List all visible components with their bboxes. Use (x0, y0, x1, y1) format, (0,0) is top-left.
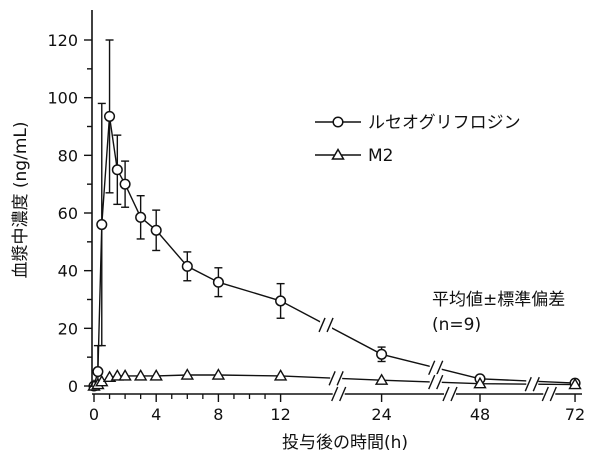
y-tick-label: 120 (47, 31, 78, 50)
data-markers (87, 110, 582, 392)
legend-item-m2: M2 (315, 146, 393, 166)
legend-item-luseogliflozin: ルセオグリフロジン (315, 113, 521, 133)
data-point-luseogliflozin (135, 211, 147, 223)
legend-label-m2: M2 (368, 146, 393, 166)
data-point-m2 (149, 369, 163, 381)
data-point-luseogliflozin (275, 295, 287, 307)
data-point-m2 (211, 368, 226, 380)
data-point-luseogliflozin (111, 164, 123, 176)
x-axis-break-slash-b (549, 386, 557, 402)
data-point-m2 (180, 368, 195, 380)
line-break-m2-slash-b (532, 376, 540, 392)
line-break-m2-slash-b (436, 374, 444, 390)
x-tick-label: 24 (371, 405, 391, 424)
y-tick-label: 80 (58, 146, 78, 165)
line-break-m2-slash-b (336, 371, 344, 386)
line-break-luseogliflozin-slash-a (428, 360, 436, 376)
data-point-luseogliflozin (92, 366, 104, 378)
y-axis: 0 20 40 60 80 100 120 (47, 10, 93, 396)
data-point-luseogliflozin (212, 276, 224, 288)
line-break-m2-slash-a (428, 374, 436, 390)
data-point-m2 (374, 373, 389, 385)
x-tick-label: 12 (270, 405, 290, 424)
x-axis-title: 投与後の時間(h) (282, 433, 408, 453)
line-break-luseogliflozin-slash-a (318, 317, 326, 333)
x-axis: 0 4 8 12 24 48 72 (89, 386, 585, 424)
data-point-m2 (118, 369, 132, 381)
x-axis-break-slash-a (442, 386, 450, 402)
data-point-luseogliflozin (376, 348, 388, 360)
data-point-luseogliflozin (96, 218, 108, 231)
legend-marker-circle (332, 116, 344, 128)
statistics-note: 平均値±標準偏差 (n=9) (432, 290, 565, 335)
data-point-m2 (110, 369, 125, 381)
data-point-m2 (568, 377, 582, 390)
x-tick-label: 4 (151, 405, 161, 424)
data-point-luseogliflozin (119, 178, 131, 190)
note-mean-sd: 平均値±標準偏差 (432, 290, 565, 310)
y-tick-label: 0 (68, 377, 78, 396)
y-axis-title: 血漿中濃度 (ng/mL) (11, 122, 31, 279)
x-axis-break-slash-b (450, 386, 458, 402)
x-axis-break-slash-a (541, 386, 549, 402)
y-tick-label: 40 (58, 262, 78, 281)
legend-marker-triangle (331, 148, 345, 160)
note-sample-size: (n=9) (432, 315, 481, 335)
legend-label-luseogliflozin: ルセオグリフロジン (368, 113, 521, 133)
x-tick-label: 48 (470, 405, 490, 424)
y-tick-label: 60 (58, 204, 78, 223)
x-axis-break-slash-b (339, 386, 347, 402)
x-tick-label: 8 (213, 405, 223, 424)
line-break-luseogliflozin-slash-b (326, 317, 334, 333)
line-break-m2-slash-a (524, 376, 532, 392)
data-point-m2 (133, 369, 148, 381)
data-point-m2 (273, 369, 288, 381)
data-point-m2 (473, 376, 487, 389)
series-line-luseogliflozin (93, 116, 576, 387)
y-tick-label: 100 (47, 89, 78, 108)
legend: ルセオグリフロジン M2 (315, 113, 521, 166)
x-axis-break-slash-a (331, 386, 339, 402)
x-tick-label: 72 (565, 405, 585, 424)
y-tick-label: 20 (58, 319, 78, 338)
data-point-luseogliflozin (150, 224, 162, 236)
line-break-m2-slash-a (328, 371, 336, 386)
line-break-luseogliflozin-slash-b (436, 360, 444, 376)
data-point-luseogliflozin (181, 260, 193, 272)
x-tick-label: 0 (89, 405, 99, 424)
data-point-luseogliflozin (104, 110, 116, 122)
